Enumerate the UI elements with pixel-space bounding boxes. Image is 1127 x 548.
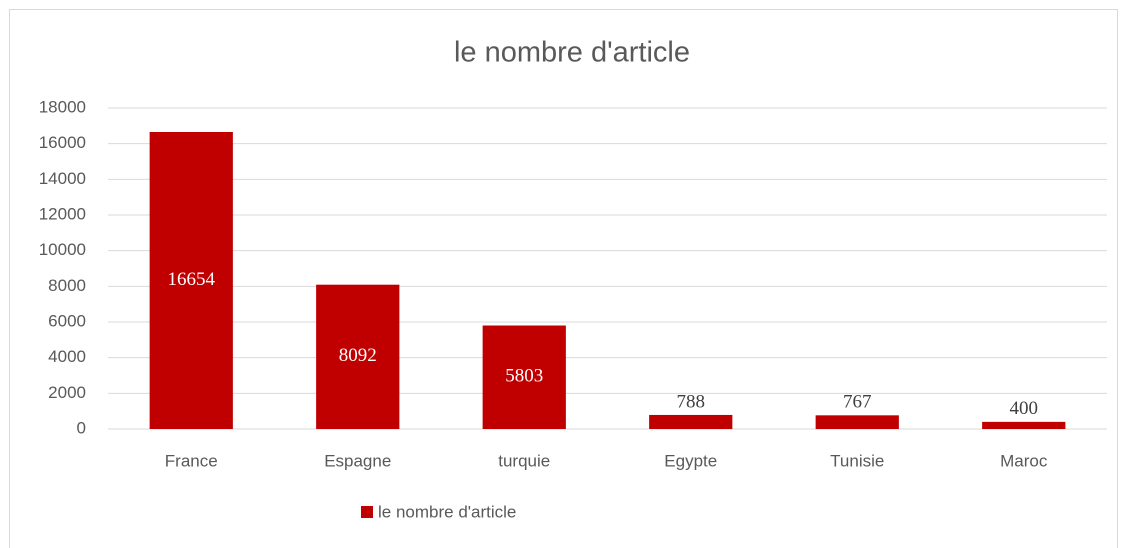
bar (982, 421, 1066, 429)
y-tick-label: 10000 (39, 240, 86, 259)
bar (649, 414, 733, 429)
data-label: 788 (677, 391, 706, 412)
y-tick-label: 2000 (48, 383, 86, 402)
bar (316, 284, 400, 429)
data-label: 400 (1010, 398, 1039, 419)
x-tick-label: turquie (498, 451, 550, 470)
y-tick-label: 16000 (39, 133, 86, 152)
legend-swatch (361, 506, 373, 518)
data-label: 767 (843, 392, 872, 413)
data-label: 16654 (168, 269, 216, 290)
bar (482, 325, 566, 429)
y-tick-label: 18000 (39, 97, 86, 116)
legend-label: le nombre d'article (378, 502, 516, 521)
bar (149, 132, 233, 429)
y-tick-label: 6000 (48, 311, 86, 330)
x-tick-label: France (165, 451, 218, 470)
chart-title: le nombre d'article (454, 37, 690, 69)
y-tick-label: 12000 (39, 204, 86, 223)
x-tick-label: Tunisie (830, 451, 884, 470)
y-tick-label: 14000 (39, 169, 86, 188)
y-tick-label: 0 (77, 418, 86, 437)
x-tick-label: Espagne (324, 451, 391, 470)
data-label: 8092 (339, 345, 377, 366)
data-label: 5803 (505, 366, 543, 387)
x-tick-label: Egypte (664, 451, 717, 470)
bar (815, 415, 899, 429)
x-tick-label: Maroc (1000, 451, 1048, 470)
y-tick-label: 4000 (48, 347, 86, 366)
y-tick-label: 8000 (48, 276, 86, 295)
